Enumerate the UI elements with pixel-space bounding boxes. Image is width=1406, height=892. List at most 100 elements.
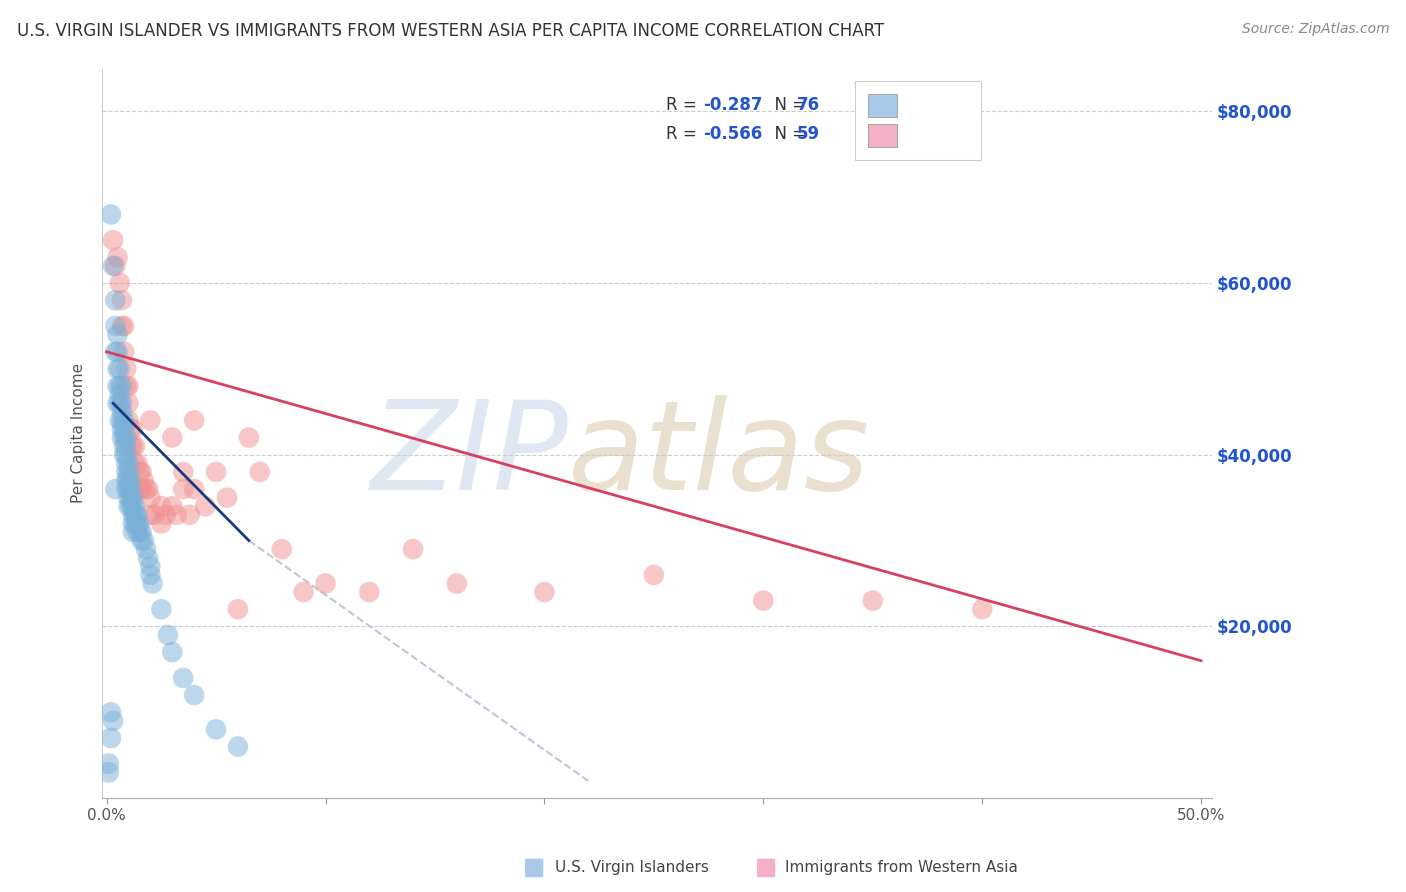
Point	[155, 508, 177, 522]
Point	[112, 422, 135, 436]
Point	[120, 500, 142, 514]
Point	[862, 593, 884, 607]
Point	[111, 405, 134, 419]
Point	[117, 491, 139, 505]
Point	[121, 524, 143, 539]
Point	[112, 344, 135, 359]
Point	[111, 293, 134, 308]
Point	[172, 465, 194, 479]
Point	[156, 628, 179, 642]
Point	[117, 413, 139, 427]
Point	[292, 585, 315, 599]
Point	[107, 251, 129, 265]
Point	[100, 207, 122, 221]
Text: N =: N =	[763, 126, 811, 144]
Point	[132, 533, 155, 548]
Point	[112, 318, 135, 333]
Text: R =: R =	[666, 126, 702, 144]
Point	[124, 439, 146, 453]
Point	[104, 293, 127, 308]
Point	[183, 482, 205, 496]
Point	[97, 756, 120, 771]
Point	[115, 431, 138, 445]
Point	[117, 474, 139, 488]
Point	[205, 465, 228, 479]
Point	[115, 379, 138, 393]
Point	[132, 474, 155, 488]
Point	[150, 500, 173, 514]
Point	[120, 474, 142, 488]
Point	[150, 516, 173, 531]
Point	[139, 559, 162, 574]
Point	[112, 448, 135, 462]
Point	[121, 508, 143, 522]
Point	[162, 431, 184, 445]
Point	[150, 602, 173, 616]
Point	[104, 344, 127, 359]
Point	[162, 500, 184, 514]
Point	[124, 456, 146, 470]
Point	[115, 456, 138, 470]
Point	[139, 508, 162, 522]
Point	[131, 524, 153, 539]
Text: ■: ■	[756, 853, 776, 881]
Point	[115, 362, 138, 376]
Point	[131, 465, 153, 479]
Point	[101, 233, 124, 247]
Point	[359, 585, 381, 599]
Point	[101, 714, 124, 728]
Point	[97, 765, 120, 780]
Point	[111, 379, 134, 393]
Point	[111, 431, 134, 445]
Point	[127, 508, 149, 522]
Point	[121, 516, 143, 531]
Point	[143, 508, 166, 522]
Point	[111, 422, 134, 436]
Point	[194, 500, 217, 514]
Point	[108, 396, 131, 410]
Point	[107, 344, 129, 359]
Y-axis label: Per Capita Income: Per Capita Income	[72, 363, 86, 503]
Point	[183, 688, 205, 702]
Point	[139, 568, 162, 582]
Point	[127, 456, 149, 470]
Point	[136, 482, 159, 496]
Text: 59: 59	[797, 126, 820, 144]
Point	[121, 439, 143, 453]
Text: ■: ■	[524, 853, 544, 881]
Text: R =: R =	[666, 96, 702, 114]
Text: -0.566: -0.566	[703, 126, 762, 144]
Point	[117, 465, 139, 479]
Point	[533, 585, 555, 599]
Legend:           ,           : ,	[855, 81, 981, 160]
Point	[249, 465, 271, 479]
Point	[100, 731, 122, 745]
Point	[136, 550, 159, 565]
Point	[108, 362, 131, 376]
Point	[752, 593, 775, 607]
Text: Source: ZipAtlas.com: Source: ZipAtlas.com	[1241, 22, 1389, 37]
Point	[127, 524, 149, 539]
Point	[111, 413, 134, 427]
Point	[104, 259, 127, 273]
Point	[115, 482, 138, 496]
Point	[108, 276, 131, 290]
Point	[112, 439, 135, 453]
Point	[115, 474, 138, 488]
Point	[121, 500, 143, 514]
Point	[131, 533, 153, 548]
Point	[183, 413, 205, 427]
Point	[107, 327, 129, 342]
Point	[117, 456, 139, 470]
Point	[124, 516, 146, 531]
Point	[120, 491, 142, 505]
Point	[107, 379, 129, 393]
Point	[111, 396, 134, 410]
Point	[120, 422, 142, 436]
Point	[402, 542, 425, 557]
Text: ZIP: ZIP	[371, 394, 568, 516]
Point	[112, 431, 135, 445]
Point	[446, 576, 468, 591]
Point	[120, 439, 142, 453]
Point	[127, 516, 149, 531]
